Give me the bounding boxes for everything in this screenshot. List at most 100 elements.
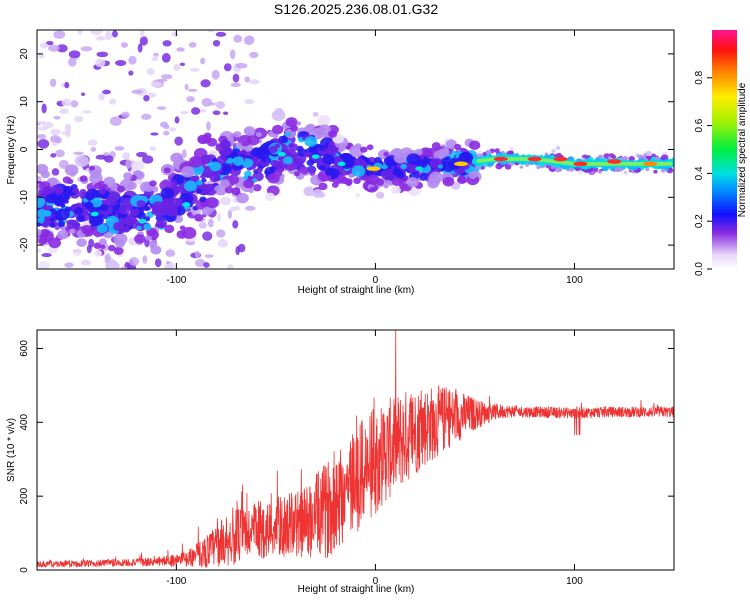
spectrogram-blob — [114, 239, 126, 248]
spectrogram-blob — [231, 187, 241, 196]
spectrogram-blob — [433, 150, 446, 160]
spectrogram-blob — [431, 142, 441, 150]
spectrogram-blob — [645, 167, 650, 172]
spectrogram-blob — [459, 152, 472, 163]
spectrogram-blob — [330, 152, 336, 157]
spectrogram-blob — [227, 174, 240, 185]
spectrogram-noise-blob — [128, 70, 134, 76]
spectrogram-blob — [261, 158, 267, 163]
spectrogram-noise-blob — [171, 32, 179, 37]
spectrogram-blob — [37, 196, 46, 208]
spectrogram-blob — [283, 156, 293, 165]
spectrogram-noise-blob — [128, 257, 140, 266]
spectrogram-blob — [307, 165, 317, 174]
spectrogram-noise-blob — [114, 60, 127, 67]
spectrogram-blob — [555, 167, 562, 173]
spectrogram-noise-blob — [249, 51, 259, 59]
spectrogram-blob — [49, 217, 55, 222]
spectrogram-hot-spot — [337, 161, 346, 167]
spectrogram-noise-blob — [163, 124, 170, 130]
spectrogram-blob — [42, 186, 54, 195]
spectrogram-noise-blob — [142, 255, 148, 264]
spectrogram-blob — [340, 177, 349, 185]
spectrogram-blob — [536, 165, 541, 170]
spectrogram-hot-spot — [90, 211, 99, 217]
spectrogram-noise-blob — [223, 63, 232, 72]
spectrogram-blob — [98, 187, 107, 195]
spectrogram-noise-blob — [104, 31, 113, 41]
colorbar-label: Normalized spectral amplitude — [737, 82, 748, 217]
spectrogram-blob — [113, 221, 125, 232]
spectrogram-blob — [37, 228, 42, 236]
spectrogram-blob — [243, 126, 256, 136]
spectrogram-x-label: Height of straight line (km) — [298, 285, 415, 296]
spectrogram-blob — [81, 224, 93, 235]
spectrogram-noise-blob — [137, 43, 143, 53]
spectrogram-noise-blob — [88, 238, 95, 248]
spectrogram-noise-blob — [68, 50, 81, 59]
spectrogram-noise-blob — [98, 92, 105, 101]
spectrogram-noise-blob — [128, 55, 137, 65]
spectrogram-blob — [57, 193, 69, 203]
spectrogram-noise-blob — [243, 35, 255, 46]
spectrogram-blob — [51, 184, 59, 192]
spectrogram-noise-blob — [37, 175, 42, 183]
spectrogram-noise-blob — [206, 121, 211, 131]
spectrogram-blob — [179, 225, 186, 231]
spectrogram-noise-blob — [216, 229, 226, 238]
spectrogram-blob — [201, 206, 213, 216]
spectrogram-blob — [551, 149, 556, 153]
spectrogram-blob — [312, 112, 319, 118]
snr-x-axis: -100 0 100 — [166, 330, 583, 587]
spectrogram-hot-spot — [277, 151, 286, 157]
spectrogram-blob — [660, 168, 666, 173]
spectrogram-hot-spot — [454, 161, 469, 167]
spectrogram-noise-blob — [96, 51, 109, 58]
spectrogram-y-axis: -20 -10 0 10 20 — [19, 48, 674, 252]
spectrogram-noise-blob — [136, 151, 148, 158]
spectrogram-blob — [645, 150, 653, 157]
spectrogram-noise-blob — [248, 79, 260, 85]
spectrogram-noise-blob — [216, 213, 222, 222]
spectrogram-blob — [287, 166, 294, 172]
spectrogram-blob — [105, 260, 120, 269]
colorbar-tick-label: 0.2 — [694, 214, 705, 228]
spectrogram-blob — [180, 166, 195, 178]
spectrogram-blob — [127, 181, 137, 190]
spectrogram-noise-blob — [90, 147, 97, 152]
spectrogram-blob — [614, 166, 622, 173]
spectrogram-blob — [64, 206, 72, 213]
spectrogram-noise-blob — [87, 139, 98, 146]
spectrogram-blob — [215, 101, 226, 109]
spectrogram-blob — [304, 136, 318, 147]
spectrogram-blob — [553, 154, 558, 157]
spectrogram-blob — [96, 224, 108, 234]
spectrogram-blob — [392, 168, 402, 176]
spectrogram-blob — [366, 174, 380, 185]
spectrogram-blob — [124, 215, 138, 226]
spectrogram-blob — [117, 185, 126, 193]
spectrogram-noise-blob — [174, 136, 183, 146]
spectrogram-blob — [44, 210, 52, 217]
spectrogram-blob — [577, 170, 583, 175]
spectrogram-noise-blob — [232, 220, 239, 229]
spectrogram-blob — [164, 205, 178, 217]
spectrogram-blob — [508, 150, 514, 155]
spectrogram-blob — [651, 153, 656, 158]
spectrogram-noise-blob — [204, 254, 214, 258]
spectrogram-noise-blob — [139, 36, 148, 46]
spectrogram-blob — [205, 197, 219, 209]
snr-y-tick-label: 600 — [19, 340, 30, 357]
spectrogram-noise-blob — [230, 206, 238, 212]
spectrogram-noise-blob — [230, 49, 236, 60]
spectrogram-blob — [519, 165, 524, 169]
spectrogram-blob — [514, 162, 519, 166]
spectrogram-noise-blob — [38, 54, 45, 59]
spectrogram-blob — [90, 169, 102, 179]
spectrogram-blob — [637, 154, 643, 160]
spectrogram-blob — [79, 175, 88, 182]
spectrogram-blob — [122, 226, 130, 233]
spectrogram-blob — [149, 180, 157, 187]
spectrogram-blob — [252, 184, 262, 192]
